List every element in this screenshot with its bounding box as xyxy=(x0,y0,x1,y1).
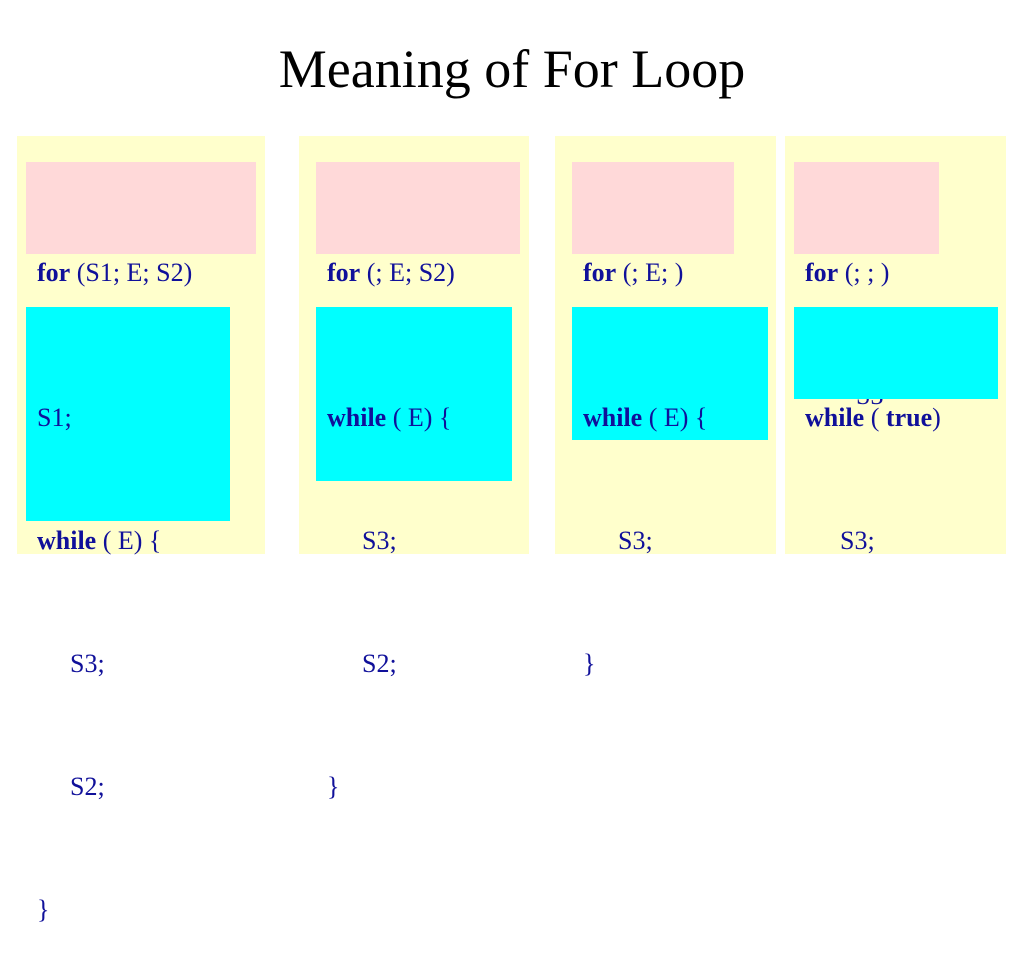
code-line: while ( true) xyxy=(805,397,988,438)
code: S2; xyxy=(362,649,397,678)
code: (S1; E; S2) xyxy=(76,258,193,287)
code: S3; xyxy=(840,526,875,555)
code: S3; xyxy=(618,526,653,555)
page: Meaning of For Loop {"title": "Meaning o… xyxy=(17,39,1006,924)
code-line: } xyxy=(583,643,758,684)
code-line: S3; xyxy=(37,643,220,684)
keyword: while xyxy=(327,403,387,432)
code-line: while ( E) { xyxy=(37,520,220,561)
slide: Meaning of For Loop for (S1; E; S2) S3 S… xyxy=(17,39,1006,924)
code: } xyxy=(327,772,340,801)
code: ( E) { xyxy=(392,403,452,432)
keyword: while xyxy=(805,403,865,432)
code-line: } xyxy=(327,766,502,807)
keyword: for xyxy=(37,258,71,287)
for-box: for (; ; ) S3 xyxy=(794,162,939,410)
code-line: } xyxy=(37,889,220,930)
code-line: for (; E; S2) xyxy=(327,252,510,293)
keyword: while xyxy=(583,403,643,432)
keyword: for xyxy=(327,258,361,287)
while-box: while ( E) { S3; } xyxy=(572,307,768,678)
code-line: S3; xyxy=(805,520,988,561)
code: ( xyxy=(870,403,880,432)
code: ( E) { xyxy=(648,403,708,432)
for-box: for (; E; ) S3 xyxy=(572,162,734,410)
code: ( E) { xyxy=(102,526,162,555)
code-line: while ( E) { xyxy=(583,397,758,438)
code-line: for (; ; ) xyxy=(805,252,929,293)
code: S1; xyxy=(37,403,72,432)
keyword: for xyxy=(805,258,839,287)
code-line: S2; xyxy=(37,766,220,807)
code-line: S3; xyxy=(583,520,758,561)
for-box: for (S1; E; S2) S3 xyxy=(26,162,256,410)
code: (; ; ) xyxy=(844,258,890,287)
for-box: for (; E; S2) S3 xyxy=(316,162,520,410)
code: } xyxy=(583,649,596,678)
code: (; E; ) xyxy=(622,258,684,287)
keyword: for xyxy=(583,258,617,287)
while-box: while ( true) S3; xyxy=(794,307,998,555)
code: } xyxy=(37,895,50,924)
while-box: S1; while ( E) { S3; S2; } xyxy=(26,307,230,924)
code: S3; xyxy=(362,526,397,555)
code: (; E; S2) xyxy=(366,258,455,287)
keyword: while xyxy=(37,526,97,555)
code-line: S3; xyxy=(327,520,502,561)
while-box: while ( E) { S3; S2; } xyxy=(316,307,512,801)
code: S2; xyxy=(70,772,105,801)
keyword: true xyxy=(885,403,933,432)
code-line: for (; E; ) xyxy=(583,252,724,293)
code-line: for (S1; E; S2) xyxy=(37,252,246,293)
code: ) xyxy=(932,403,941,432)
slide-title: Meaning of For Loop xyxy=(278,39,746,99)
code: S3; xyxy=(70,649,105,678)
code-line: while ( E) { xyxy=(327,397,502,438)
code-line: S2; xyxy=(327,643,502,684)
code-line: S1; xyxy=(37,397,220,438)
